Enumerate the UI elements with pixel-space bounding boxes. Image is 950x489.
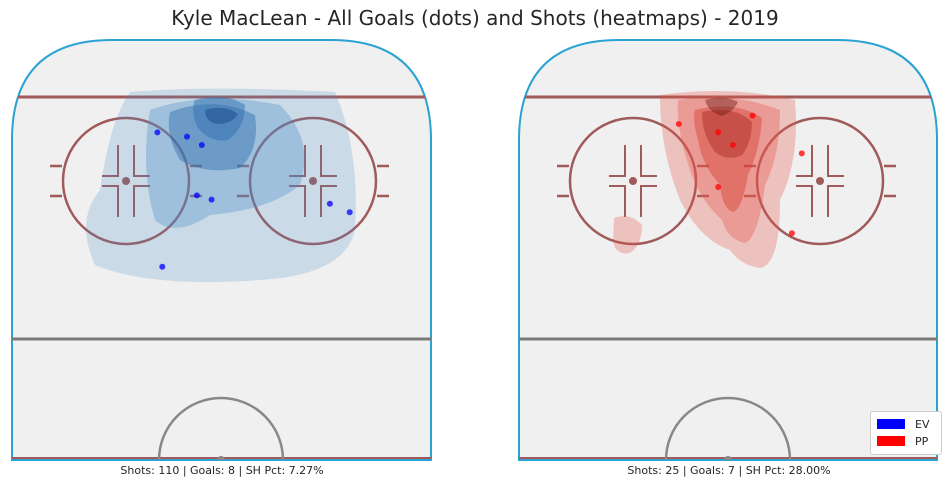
goal-dot-ev-1	[184, 133, 190, 140]
goal-dot-ev-0	[154, 129, 161, 136]
goal-dot-pp-2	[749, 112, 756, 119]
caption-ev: Shots: 110 | Goals: 8 | SH Pct: 7.27%	[120, 464, 324, 477]
goal-dot-pp-6	[788, 230, 795, 237]
goal-dot-pp-1	[715, 129, 722, 136]
center-dot-right	[724, 456, 732, 460]
goal-dot-pp-4	[715, 184, 722, 190]
heatmap-pp	[613, 91, 796, 268]
chart-title: Kyle MacLean - All Goals (dots) and Shot…	[171, 6, 779, 30]
faceoff-right-l	[557, 116, 709, 246]
legend-label-ev: EV	[915, 417, 930, 431]
legend-swatch-ev	[877, 419, 905, 429]
center-dot-left	[217, 456, 225, 460]
legend-swatch-pp	[877, 436, 905, 446]
center-circle-right	[664, 396, 792, 460]
legend-item-pp: PP	[877, 434, 928, 448]
legend-item-ev: EV	[877, 417, 929, 431]
rink-right	[518, 39, 938, 461]
rink-boards-left	[11, 39, 432, 461]
faceoff-right-r	[744, 116, 896, 246]
goal-dot-ev-5	[326, 200, 333, 207]
caption-pp: Shots: 25 | Goals: 7 | SH Pct: 28.00%	[627, 464, 831, 477]
goal-dot-ev-3	[193, 192, 200, 199]
heatmap-ev	[86, 88, 356, 283]
faceoff-left-r	[237, 116, 389, 246]
goal-dot-ev-2	[198, 142, 205, 148]
rink-boards-right	[518, 39, 938, 461]
goal-dot-pp-3	[729, 142, 736, 148]
legend-label-pp: PP	[915, 434, 929, 448]
goal-dot-pp-5	[798, 150, 805, 157]
rink-left	[11, 39, 432, 461]
center-circle-left	[157, 396, 285, 460]
goal-dot-ev-6	[346, 209, 353, 216]
goal-dots-ev	[154, 129, 353, 270]
goal-dot-ev-4	[208, 196, 215, 203]
goal-dot-pp-0	[675, 121, 682, 127]
goal-dot-ev-7	[159, 263, 166, 270]
goal-dots-pp	[675, 112, 805, 237]
legend: EV PP	[870, 411, 942, 455]
